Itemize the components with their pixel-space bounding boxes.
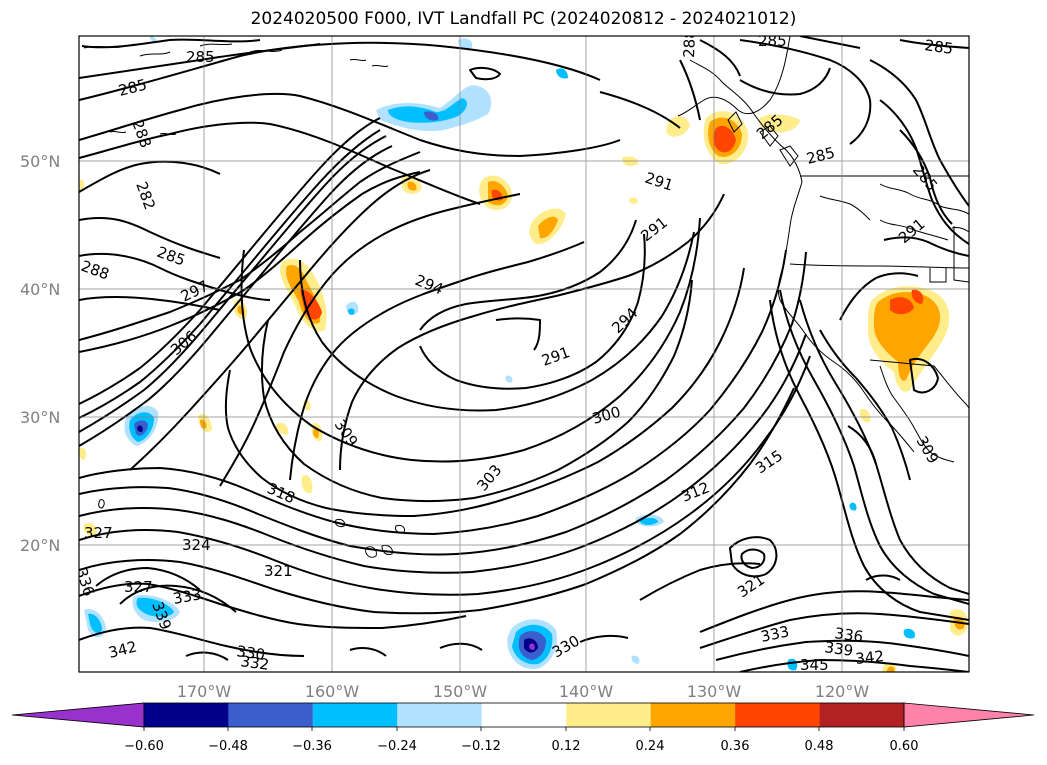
lon-label: 170°W — [177, 682, 232, 701]
contour-label: 339 — [823, 638, 854, 660]
colorbar-cell — [650, 703, 736, 727]
contour-label: 336 — [833, 624, 864, 646]
colorbar-tick-label: 0.12 — [552, 739, 581, 754]
colorbar-tick-label: −0.36 — [292, 739, 332, 754]
colorbar-tick-label: 0.48 — [805, 739, 834, 754]
colorbar-cell — [481, 703, 567, 727]
colorbar-tick-label: −0.24 — [377, 739, 417, 754]
colorbar-cell — [228, 703, 313, 727]
negative-anomaly-patches — [84, 36, 916, 671]
lon-label: 150°W — [433, 682, 488, 701]
contour-label: 321 — [264, 562, 293, 580]
contour-label: 345 — [800, 656, 829, 674]
lon-label: 160°W — [305, 682, 360, 701]
contour-label: 327 — [124, 578, 153, 596]
colorbar: −0.60 −0.48 −0.36 −0.24 −0.12 0.12 0.24 … — [11, 702, 1035, 754]
gridlines — [79, 36, 969, 672]
colorbar-cell — [566, 703, 651, 727]
colorbar-cell — [397, 703, 482, 727]
contour-label: 327 — [84, 524, 113, 542]
colorbar-tick-label: −0.60 — [124, 739, 164, 754]
contour-label: 332 — [239, 652, 270, 674]
colorbar-cell — [144, 703, 229, 727]
colorbar-tick-label: −0.48 — [208, 739, 248, 754]
contour-label: 288 — [680, 29, 699, 58]
contour-label: 333 — [172, 585, 203, 608]
lon-label: 130°W — [687, 682, 742, 701]
colorbar-extend-low — [11, 702, 145, 728]
longitude-labels: 170°W 160°W 150°W 140°W 130°W 120°W — [177, 682, 870, 701]
colorbar-tick-label: 0.24 — [636, 739, 665, 754]
contour-label: 333 — [759, 622, 791, 646]
lon-label: 140°W — [559, 682, 614, 701]
colorbar-tick-label: −0.12 — [461, 739, 501, 754]
contour-label: 285 — [758, 32, 787, 50]
lat-label: 40°N — [20, 280, 60, 299]
colorbar-tick-label: 0.36 — [721, 739, 750, 754]
colorbar-frame — [143, 702, 905, 728]
lat-label: 30°N — [20, 408, 60, 427]
contour-lines — [79, 36, 969, 672]
colorbar-cell — [819, 703, 904, 727]
colorbar-cell — [312, 703, 398, 727]
colorbar-tick-label: 0.60 — [890, 739, 919, 754]
contour-label: 330 — [235, 642, 266, 664]
latitude-labels: 50°N 40°N 30°N 20°N — [20, 152, 60, 555]
map-title: 2024020500 F000, IVT Landfall PC (202402… — [250, 9, 797, 29]
contour-label: 285 — [186, 48, 215, 66]
map-plot-area: 285 285 285 288 288 282 285 288 297 306 … — [79, 29, 969, 674]
contour-label: 342 — [855, 647, 885, 668]
lat-label: 50°N — [20, 152, 60, 171]
colorbar-extend-high — [903, 702, 1035, 728]
contour-label: 285 — [923, 36, 954, 58]
plot-frame — [78, 35, 970, 673]
colorbar-cells — [11, 702, 1035, 731]
contour-label: 324 — [182, 536, 211, 554]
lon-label: 120°W — [815, 682, 870, 701]
colorbar-cell — [735, 703, 820, 727]
lat-label: 20°N — [20, 536, 60, 555]
colorbar-ticks: −0.60 −0.48 −0.36 −0.24 −0.12 0.12 0.24 … — [124, 739, 918, 754]
